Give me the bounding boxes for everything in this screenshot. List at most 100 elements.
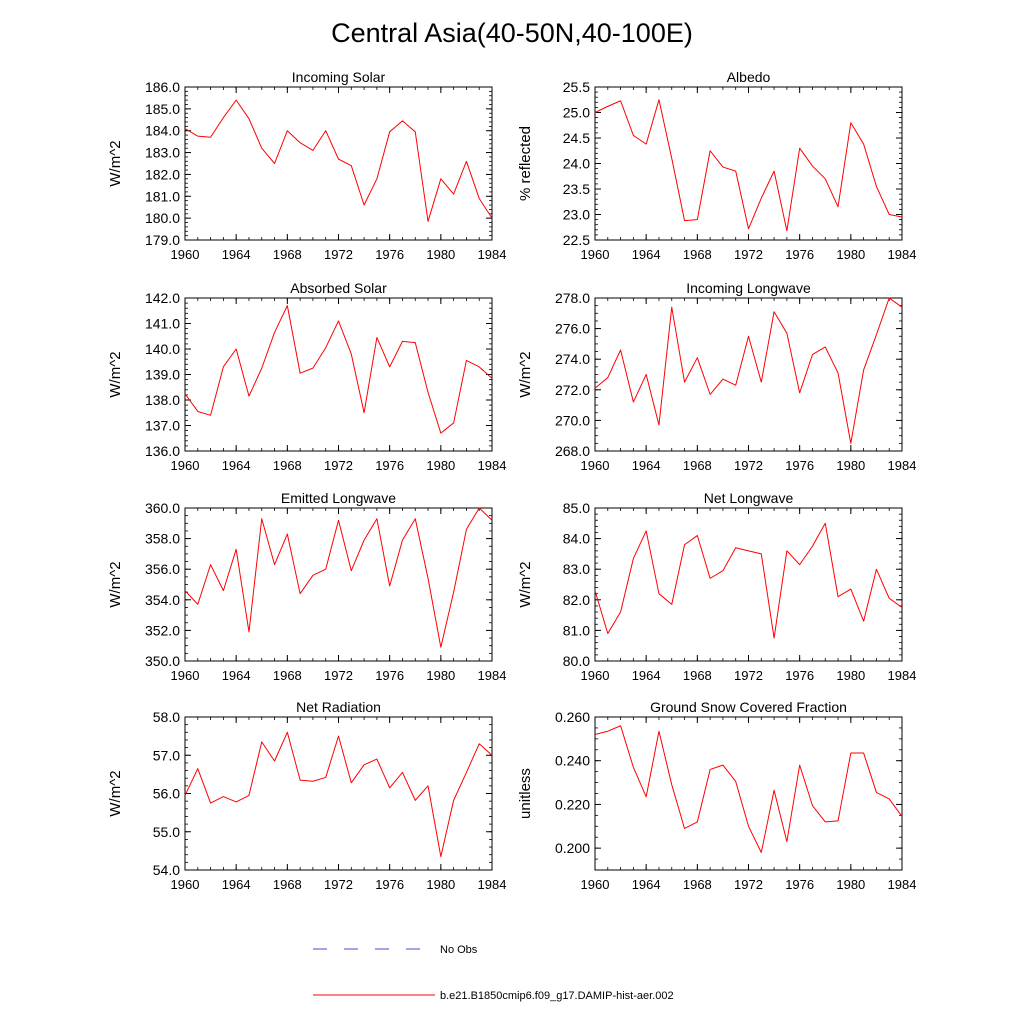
x-tick-label: 1968	[683, 668, 712, 683]
y-tick-label: 25.0	[563, 105, 590, 121]
series-line	[594, 725, 903, 854]
y-tick-label: 80.0	[563, 653, 590, 669]
x-tick-label: 1972	[734, 668, 763, 683]
panel-title: Incoming Longwave	[686, 280, 811, 296]
y-tick-label: 181.0	[145, 188, 180, 204]
panel-net-radiation: Net Radiation W/m^2 1960 1964 1968 1972 1976 19…	[107, 699, 506, 892]
y-tick-label: 57.0	[153, 747, 180, 763]
x-tick-label: 1960	[171, 668, 200, 683]
x-tick-label: 1976	[785, 458, 814, 473]
y-tick-label: 183.0	[145, 145, 180, 161]
x-tick-label: 1980	[836, 877, 865, 892]
y-tick-label: 358.0	[145, 531, 180, 547]
panel-title: Absorbed Solar	[290, 280, 387, 296]
y-tick-label: 81.0	[563, 622, 590, 638]
x-tick-label: 1972	[734, 877, 763, 892]
x-tick-label: 1984	[478, 247, 507, 262]
x-tick-label: 1976	[785, 247, 814, 262]
x-tick-label: 1960	[171, 458, 200, 473]
x-tick-label: 1960	[581, 668, 610, 683]
x-tick-label: 1968	[273, 458, 302, 473]
panel-title: Net Longwave	[704, 490, 794, 506]
x-tick-label: 1960	[581, 458, 610, 473]
panel-title: Incoming Solar	[292, 69, 386, 85]
x-tick-label: 1984	[888, 247, 917, 262]
x-tick-label: 1964	[632, 877, 661, 892]
legend-label: No Obs	[440, 944, 478, 956]
x-tick-label: 1984	[478, 458, 507, 473]
x-tick-label: 1980	[426, 668, 455, 683]
x-tick-label: 1976	[375, 877, 404, 892]
panel-title: Albedo	[727, 69, 771, 85]
y-tick-label: 0.240	[555, 753, 590, 769]
y-tick-label: 272.0	[555, 382, 590, 398]
x-tick-label: 1984	[478, 877, 507, 892]
y-tick-label: 142.0	[145, 290, 180, 306]
x-tick-label: 1972	[324, 247, 353, 262]
y-tick-label: 82.0	[563, 592, 590, 608]
x-tick-label: 1972	[324, 877, 353, 892]
x-tick-label: 1964	[222, 247, 251, 262]
x-tick-label: 1968	[273, 877, 302, 892]
legend-item: No Obs	[313, 944, 478, 956]
y-tick-label: 270.0	[555, 412, 590, 428]
panel-albedo: Albedo % reflected 1960 1964 1968 1972 1976 198…	[517, 69, 916, 262]
y-tick-label: 278.0	[555, 290, 590, 306]
plot-frame	[594, 297, 903, 452]
legend: No Obs b.e21.B1850cmip6.f09_g17.DAMIP-his…	[313, 944, 674, 1002]
y-tick-label: 84.0	[563, 531, 590, 547]
series-line	[184, 99, 493, 222]
plot-frame	[594, 86, 903, 241]
y-axis-label: unitless	[517, 768, 534, 819]
x-tick-label: 1976	[375, 458, 404, 473]
x-tick-label: 1980	[836, 458, 865, 473]
y-axis-label: W/m^2	[107, 351, 124, 397]
x-tick-label: 1976	[375, 668, 404, 683]
plot-frame	[594, 507, 903, 662]
x-tick-label: 1964	[222, 668, 251, 683]
y-tick-label: 22.5	[563, 232, 590, 248]
y-tick-label: 0.200	[555, 840, 590, 856]
series-line	[184, 731, 493, 858]
panel-absorbed-solar: Absorbed Solar W/m^2 1960 1964 1968 1972 1976 1…	[107, 280, 506, 473]
y-tick-label: 137.0	[145, 418, 180, 434]
x-tick-label: 1964	[632, 247, 661, 262]
legend-label: b.e21.B1850cmip6.f09_g17.DAMIP-hist-aer.…	[440, 990, 674, 1002]
y-tick-label: 24.0	[563, 156, 590, 172]
y-tick-label: 179.0	[145, 232, 180, 248]
x-tick-label: 1960	[171, 247, 200, 262]
y-tick-label: 354.0	[145, 592, 180, 608]
y-tick-label: 83.0	[563, 561, 590, 577]
series-line	[184, 305, 493, 434]
x-tick-label: 1968	[683, 877, 712, 892]
x-tick-label: 1968	[683, 247, 712, 262]
series-line	[594, 522, 903, 639]
plot-frame	[184, 716, 493, 871]
y-tick-label: 276.0	[555, 321, 590, 337]
y-axis-label: % reflected	[517, 126, 534, 201]
plot-frame	[594, 716, 903, 871]
x-tick-label: 1968	[683, 458, 712, 473]
y-tick-label: 24.5	[563, 130, 590, 146]
x-tick-label: 1976	[785, 877, 814, 892]
y-tick-label: 138.0	[145, 392, 180, 408]
x-tick-label: 1980	[836, 668, 865, 683]
x-tick-label: 1972	[324, 458, 353, 473]
x-tick-label: 1964	[632, 458, 661, 473]
y-tick-label: 25.5	[563, 79, 590, 95]
y-tick-label: 268.0	[555, 443, 590, 459]
x-tick-label: 1972	[324, 668, 353, 683]
x-tick-label: 1984	[478, 668, 507, 683]
x-tick-label: 1964	[222, 877, 251, 892]
x-tick-label: 1976	[785, 668, 814, 683]
y-tick-label: 185.0	[145, 101, 180, 117]
y-tick-label: 58.0	[153, 709, 180, 725]
y-tick-label: 360.0	[145, 500, 180, 516]
y-tick-label: 0.220	[555, 796, 590, 812]
x-tick-label: 1984	[888, 458, 917, 473]
series-line	[184, 507, 493, 648]
y-tick-label: 274.0	[555, 351, 590, 367]
series-line	[594, 297, 903, 444]
x-tick-label: 1984	[888, 668, 917, 683]
